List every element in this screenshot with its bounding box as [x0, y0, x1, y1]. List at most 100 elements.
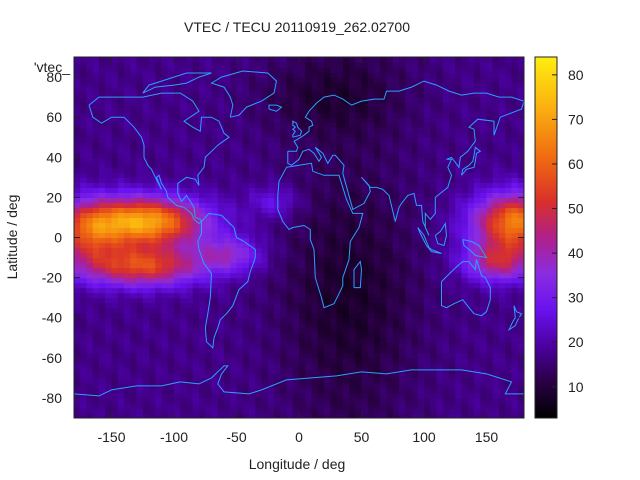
heatmap-cell: [405, 237, 413, 244]
heatmap-cell: [467, 262, 475, 269]
heatmap-cell: [305, 407, 313, 414]
heatmap-cell: [386, 107, 394, 113]
heatmap-cell: [405, 142, 413, 148]
heatmap-cell: [417, 132, 425, 138]
heatmap-cell: [336, 257, 344, 264]
heatmap-cell: [80, 207, 88, 214]
heatmap-cell: [417, 162, 425, 168]
heatmap-cell: [267, 82, 275, 88]
heatmap-cell: [161, 367, 169, 374]
heatmap-cell: [242, 367, 250, 374]
heatmap-cell: [199, 57, 206, 63]
heatmap-cell: [274, 317, 281, 324]
heatmap-cell: [361, 392, 369, 399]
heatmap-cell: [386, 272, 394, 279]
heatmap-cell: [74, 222, 81, 229]
heatmap-cell: [292, 372, 300, 379]
heatmap-cell: [355, 392, 363, 399]
heatmap-cell: [474, 202, 481, 209]
heatmap-cell: [224, 342, 231, 349]
heatmap-cell: [349, 172, 356, 178]
heatmap-cell: [267, 127, 275, 133]
heatmap-cell: [417, 287, 425, 294]
heatmap-cell: [411, 122, 419, 128]
heatmap-cell: [105, 112, 113, 118]
heatmap-cell: [236, 187, 244, 193]
heatmap-cell: [117, 362, 125, 369]
heatmap-cell: [117, 232, 125, 239]
heatmap-cell: [361, 247, 369, 254]
heatmap-cell: [111, 272, 119, 279]
heatmap-cell: [249, 412, 256, 418]
heatmap-cell: [405, 327, 413, 334]
heatmap-cell: [474, 327, 481, 334]
heatmap-cell: [217, 157, 225, 163]
heatmap-cell: [186, 72, 194, 78]
heatmap-cell: [392, 317, 400, 324]
heatmap-cell: [224, 137, 231, 143]
heatmap-cell: [199, 77, 206, 83]
heatmap-cell: [111, 317, 119, 324]
heatmap-cell: [449, 252, 456, 259]
heatmap-cell: [355, 247, 363, 254]
heatmap-cell: [242, 192, 250, 198]
heatmap-cell: [417, 377, 425, 384]
heatmap-cell: [142, 142, 150, 148]
heatmap-cell: [161, 362, 169, 369]
heatmap-cell: [99, 412, 106, 418]
heatmap-cell: [92, 362, 100, 369]
heatmap-cell: [342, 217, 350, 224]
heatmap-cell: [111, 357, 119, 364]
heatmap-cell: [417, 317, 425, 324]
heatmap-cell: [442, 272, 450, 279]
heatmap-cell: [330, 192, 338, 198]
heatmap-cell: [492, 82, 500, 88]
heatmap-cell: [111, 377, 119, 384]
heatmap-cell: [449, 407, 456, 414]
heatmap-cell: [217, 412, 225, 418]
heatmap-cell: [492, 232, 500, 239]
heatmap-cell: [449, 237, 456, 244]
heatmap-cell: [217, 97, 225, 103]
heatmap-cell: [417, 412, 425, 418]
heatmap-cell: [242, 237, 250, 244]
heatmap-cell: [236, 57, 244, 63]
heatmap-cell: [242, 167, 250, 173]
heatmap-cell: [474, 207, 481, 214]
heatmap-cell: [124, 362, 131, 369]
heatmap-cell: [405, 332, 413, 339]
heatmap-cell: [199, 337, 206, 344]
heatmap-cell: [417, 57, 425, 63]
heatmap-cell: [180, 372, 188, 379]
heatmap-cell: [386, 117, 394, 123]
heatmap-cell: [74, 72, 81, 78]
heatmap-cell: [242, 322, 250, 329]
heatmap-cell: [436, 342, 444, 349]
heatmap-cell: [261, 272, 269, 279]
heatmap-cell: [492, 397, 500, 404]
heatmap-cell: [236, 322, 244, 329]
heatmap-cell: [392, 72, 400, 78]
heatmap-cell: [124, 67, 131, 73]
heatmap-cell: [442, 342, 450, 349]
heatmap-cell: [455, 312, 463, 319]
heatmap-cell: [205, 207, 213, 214]
heatmap-cell: [167, 157, 175, 163]
heatmap-cell: [261, 287, 269, 294]
heatmap-cell: [199, 362, 206, 369]
heatmap-cell: [405, 72, 413, 78]
heatmap-cell: [230, 307, 238, 314]
heatmap-cell: [167, 297, 175, 304]
heatmap-cell: [192, 257, 200, 264]
heatmap-cell: [455, 222, 463, 229]
heatmap-cell: [380, 247, 388, 254]
heatmap-cell: [305, 307, 313, 314]
heatmap-cell: [211, 372, 219, 379]
heatmap-cell: [449, 357, 456, 364]
heatmap-cell: [405, 372, 413, 379]
heatmap-cell: [249, 382, 256, 389]
heatmap-cell: [199, 307, 206, 314]
heatmap-cell: [305, 107, 313, 113]
heatmap-cell: [280, 192, 288, 198]
heatmap-cell: [399, 287, 406, 294]
